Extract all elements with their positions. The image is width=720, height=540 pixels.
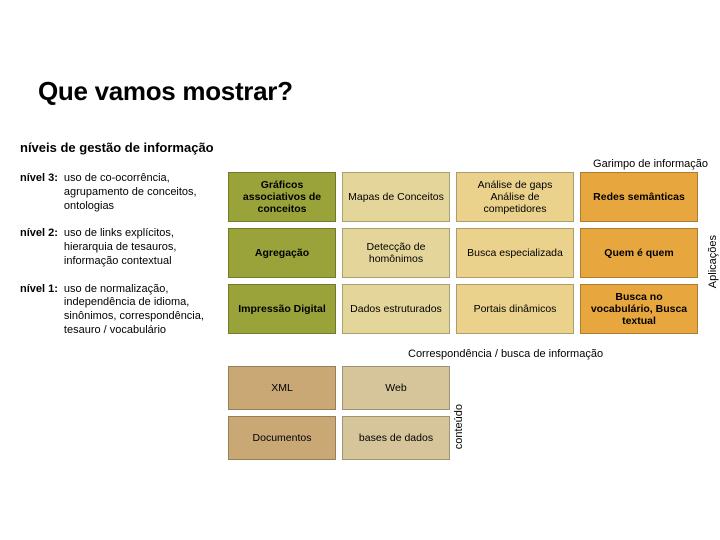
label-bottom: Correspondência / busca de informação: [408, 348, 603, 360]
grid-cell: Análise de gaps Análise de competidores: [456, 172, 574, 222]
grid-cell: Web: [342, 366, 450, 410]
grid-cell: Detecção de homônimos: [342, 228, 450, 278]
grid-cell: Dados estruturados: [342, 284, 450, 334]
page-title: Que vamos mostrar?: [38, 76, 293, 107]
grid-cell: Quem é quem: [580, 228, 698, 278]
level-desc: uso de links explícitos, hierarquia de t…: [64, 227, 220, 268]
grid-cell: Agregação: [228, 228, 336, 278]
level-item: nível 3: uso de co-ocorrência, agrupamen…: [20, 172, 220, 213]
grid-cell: bases de dados: [342, 416, 450, 460]
grid-cell: Gráficos associativos de conceitos: [228, 172, 336, 222]
label-content: conteúdo: [453, 404, 465, 449]
subtitle: níveis de gestão de informação: [20, 140, 214, 155]
grid-cell: Busca especializada: [456, 228, 574, 278]
grid-cell: Redes semânticas: [580, 172, 698, 222]
level-item: nível 1: uso de normalização, independên…: [20, 283, 220, 338]
level-desc: uso de co-ocorrência, agrupamento de con…: [64, 172, 220, 213]
grid-cell: Documentos: [228, 416, 336, 460]
main-grid: Gráficos associativos de conceitosMapas …: [228, 172, 698, 334]
bottom-grid: XMLWebDocumentosbases de dados: [228, 366, 450, 460]
label-side: Aplicações: [707, 235, 719, 288]
level-label: nível 3:: [20, 172, 58, 213]
grid-cell: Portais dinâmicos: [456, 284, 574, 334]
grid-cell: Busca no vocabulário, Busca textual: [580, 284, 698, 334]
grid-cell: Mapas de Conceitos: [342, 172, 450, 222]
grid-cell: XML: [228, 366, 336, 410]
grid-cell: Impressão Digital: [228, 284, 336, 334]
label-top-right: Garimpo de informação: [593, 158, 708, 170]
level-label: nível 2:: [20, 227, 58, 268]
level-desc: uso de normalização, independência de id…: [64, 283, 220, 338]
levels-list: nível 3: uso de co-ocorrência, agrupamen…: [20, 172, 220, 352]
level-item: nível 2: uso de links explícitos, hierar…: [20, 227, 220, 268]
level-label: nível 1:: [20, 283, 58, 338]
